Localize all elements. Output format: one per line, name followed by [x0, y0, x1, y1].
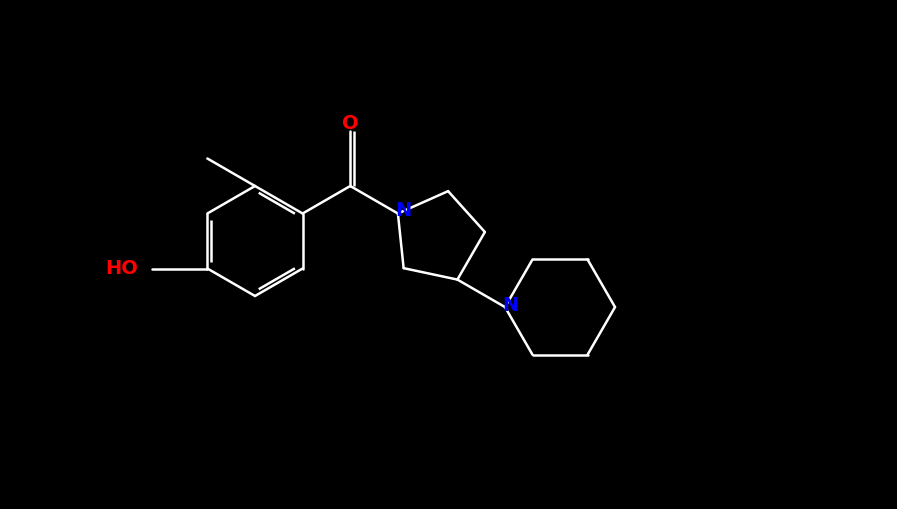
Text: O: O [342, 114, 359, 132]
Text: N: N [502, 296, 518, 315]
Text: HO: HO [106, 259, 138, 278]
Text: N: N [395, 201, 411, 220]
